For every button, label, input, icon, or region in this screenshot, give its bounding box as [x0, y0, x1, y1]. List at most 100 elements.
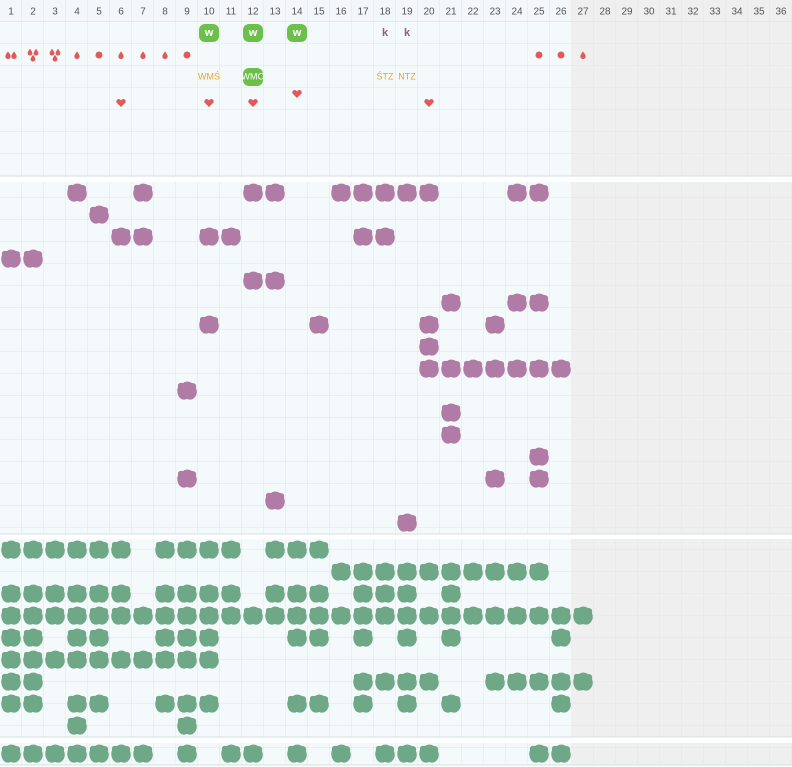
drop-icon: [55, 48, 61, 56]
filled-cell: [221, 227, 241, 246]
drop-icon: [74, 51, 80, 60]
filled-cell: [441, 606, 461, 625]
filled-cell: [375, 584, 395, 603]
filled-cell: [463, 359, 483, 378]
column-number: 32: [687, 7, 699, 18]
column-number: 9: [184, 7, 190, 18]
filled-cell: [89, 584, 109, 603]
filled-cell: [419, 562, 439, 581]
filled-cell: [243, 271, 263, 290]
filled-cell: [89, 650, 109, 669]
filled-cell: [507, 293, 527, 312]
filled-cell: [199, 540, 219, 559]
filled-cell: [177, 584, 197, 603]
column-number: 10: [203, 7, 215, 18]
w-marker: w: [292, 27, 302, 39]
filled-cell: [155, 584, 175, 603]
filled-cell: [397, 672, 417, 691]
filled-cell: [397, 694, 417, 713]
dot-icon: [535, 51, 543, 59]
filled-cell: [463, 606, 483, 625]
filled-cell: [111, 606, 131, 625]
filled-cell: [67, 716, 87, 735]
filled-cell: [309, 606, 329, 625]
filled-cell: [485, 562, 505, 581]
column-number: 14: [291, 7, 303, 18]
filled-cell: [375, 672, 395, 691]
filled-cell: [331, 183, 351, 202]
filled-cell: [529, 469, 549, 488]
filled-cell: [221, 744, 241, 763]
filled-cell: [89, 694, 109, 713]
filled-cell: [397, 628, 417, 647]
filled-cell: [265, 491, 285, 510]
filled-cell: [177, 650, 197, 669]
filled-cell: [507, 562, 527, 581]
filled-cell: [287, 606, 307, 625]
filled-cell: [353, 584, 373, 603]
dot-icon: [95, 51, 103, 59]
filled-cell: [265, 540, 285, 559]
filled-cell: [309, 628, 329, 647]
column-number: 12: [247, 7, 259, 18]
filled-cell: [1, 672, 21, 691]
w-badge: [243, 24, 263, 42]
filled-cell: [441, 584, 461, 603]
filled-cell: [45, 744, 65, 763]
column-number: 1: [8, 7, 14, 18]
filled-cell: [551, 694, 571, 713]
filled-cell: [177, 694, 197, 713]
drop-icon: [580, 51, 586, 60]
cell-lines: [0, 22, 792, 176]
filled-cell: [221, 540, 241, 559]
filled-cell: [419, 183, 439, 202]
filled-cell: [23, 650, 43, 669]
filled-cell: [111, 584, 131, 603]
filled-cell: [1, 606, 21, 625]
filled-cell: [199, 694, 219, 713]
filled-cell: [353, 183, 373, 202]
filled-cell: [353, 227, 373, 246]
filled-cell: [89, 540, 109, 559]
filled-cell: [397, 562, 417, 581]
drop-icon: [30, 54, 36, 62]
drop-icon: [5, 51, 11, 60]
filled-cell: [397, 744, 417, 763]
column-number: 6: [118, 7, 124, 18]
filled-cell: [353, 606, 373, 625]
filled-cell: [23, 606, 43, 625]
filled-cell: [287, 584, 307, 603]
filled-cell: [1, 584, 21, 603]
heart-icon: [204, 99, 214, 107]
filled-cell: [529, 447, 549, 466]
column-number: 28: [599, 7, 611, 18]
filled-cell: [199, 584, 219, 603]
column-number: 27: [577, 7, 589, 18]
filled-cell: [463, 562, 483, 581]
filled-cell: [485, 359, 505, 378]
drop-icon: [52, 54, 58, 62]
column-number: 17: [357, 7, 369, 18]
filled-cell: [331, 606, 351, 625]
filled-cell: [67, 183, 87, 202]
filled-cell: [287, 628, 307, 647]
filled-cell: [441, 425, 461, 444]
filled-cell: [199, 315, 219, 334]
filled-cell: [133, 606, 153, 625]
filled-cell: [45, 584, 65, 603]
cell-lines: [0, 182, 792, 534]
filled-cell: [265, 606, 285, 625]
filled-cell: [551, 672, 571, 691]
drop-icon: [118, 51, 124, 60]
drop-icon: [49, 48, 55, 56]
filled-cell: [155, 606, 175, 625]
filled-cell: [397, 584, 417, 603]
filled-cell: [265, 183, 285, 202]
filled-cell: [419, 315, 439, 334]
filled-cell: [529, 359, 549, 378]
filled-cell: [199, 650, 219, 669]
filled-cell: [441, 293, 461, 312]
filled-cell: [309, 540, 329, 559]
w-badge: [199, 24, 219, 42]
filled-cell: [375, 606, 395, 625]
